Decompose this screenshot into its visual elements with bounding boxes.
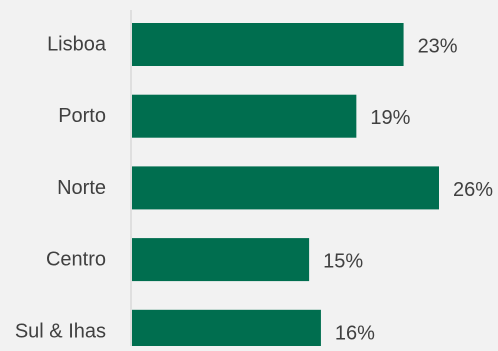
labels-layer: Lisboa 23% Porto 19% Norte 26% Centro 15% Sul & …: [15, 34, 493, 345]
bar-sul-ihas: [132, 309, 321, 351]
category-label: Centro: [46, 249, 106, 271]
value-label: 19%: [370, 107, 410, 129]
category-label: Sul & Ihas: [15, 320, 106, 342]
bar-lisboa: [132, 23, 404, 66]
category-label: Lisboa: [47, 34, 107, 56]
value-label: 16%: [335, 322, 375, 344]
value-label: 15%: [323, 251, 363, 273]
bar-centro: [132, 238, 310, 282]
category-label: Porto: [58, 105, 106, 127]
category-label: Norte: [57, 177, 106, 199]
bar-norte: [132, 166, 439, 210]
bar-porto: [132, 94, 357, 138]
bars-layer: [132, 23, 439, 351]
value-label: 23%: [418, 36, 458, 58]
value-label: 26%: [453, 179, 493, 201]
